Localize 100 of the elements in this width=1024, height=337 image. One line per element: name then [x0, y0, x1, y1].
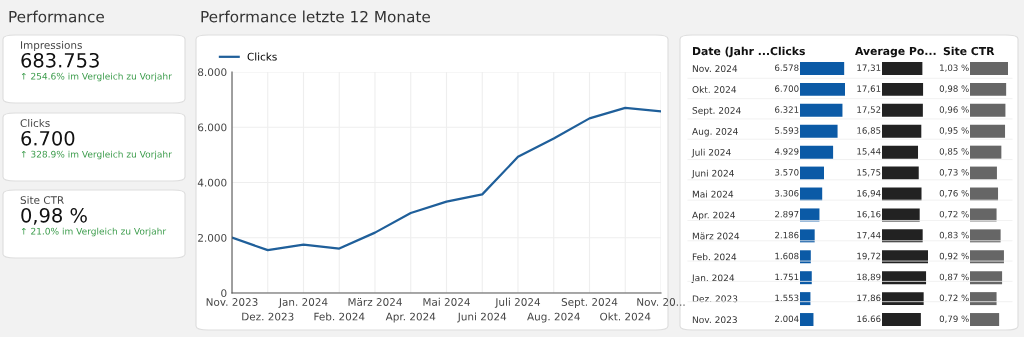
chart-title: Clicks	[770, 46, 805, 56]
y-tick-label: März 2024	[692, 232, 740, 240]
data-label: 0,87 %	[939, 273, 969, 282]
data-label: 0,92 %	[939, 252, 969, 261]
x-tick-label: Apr. 2024	[385, 312, 436, 323]
bar	[800, 208, 820, 222]
text: ↑ 328.9% im Vergleich zu Vorjahr	[21, 150, 172, 160]
data-label: 0,72 %	[939, 294, 969, 302]
x-tick-label: März 2024	[348, 297, 402, 306]
bar	[970, 292, 997, 306]
data-label: 0,72 %	[939, 210, 969, 219]
bar	[882, 187, 922, 201]
x-tick-label: Juli 2024	[494, 297, 541, 308]
bar	[970, 145, 1002, 159]
data-label: 1.553	[775, 294, 799, 302]
bar	[800, 313, 814, 327]
bar	[882, 208, 920, 222]
bar	[882, 292, 924, 306]
text: Clicks	[20, 118, 50, 128]
bar	[882, 61, 923, 75]
x-tick-label: Nov. 2023	[206, 298, 258, 306]
bar	[882, 103, 923, 117]
data-label: 15,75	[857, 169, 881, 177]
x-tick-label: Nov. 20...	[637, 298, 685, 306]
data-label: 4.929	[774, 148, 799, 155]
data-label: 5.593	[775, 127, 799, 134]
bar	[800, 271, 812, 285]
x-tick-label: Jan. 2024	[278, 298, 328, 308]
bar	[882, 166, 919, 180]
bar	[882, 145, 919, 159]
y-tick-label: Okt. 2024	[692, 85, 737, 93]
x-tick-label: Okt. 2024	[600, 312, 651, 321]
data-label: 0,79 %	[939, 315, 969, 323]
data-label: 16,94	[857, 189, 881, 198]
y-tick-label: 4.000	[197, 178, 227, 187]
data-label: 0,85 %	[939, 148, 969, 156]
bar	[800, 166, 824, 180]
x-tick-label: Sept. 2024	[561, 298, 618, 308]
bar	[800, 229, 815, 243]
y-tick-label: 6.000	[198, 123, 227, 132]
data-label: 16.66	[857, 315, 881, 323]
bar	[970, 271, 1003, 285]
text: Impressions	[21, 40, 82, 52]
bar	[882, 229, 923, 243]
bar	[970, 166, 997, 180]
bar	[882, 271, 927, 285]
text: Performance	[9, 10, 104, 23]
bar	[970, 208, 997, 222]
y-tick-label: Aug. 2024	[692, 127, 738, 137]
line-series	[232, 106, 661, 252]
data-label: 17,31	[857, 64, 881, 72]
y-tick-label: Jan. 2024	[691, 274, 735, 283]
data-label: 19,72	[857, 252, 881, 261]
data-label: 6.321	[775, 106, 799, 113]
bar	[970, 61, 1008, 75]
data-label: 17,86	[857, 294, 881, 302]
y-tick-label: 2.000	[198, 233, 227, 242]
data-label: 3.306	[775, 189, 799, 197]
data-label: 17,52	[857, 106, 881, 114]
data-label: 2.004	[775, 315, 799, 323]
bar	[800, 124, 838, 138]
bar	[882, 313, 921, 327]
data-label: 17,61	[857, 85, 881, 93]
bar	[800, 61, 845, 75]
data-label: 0,98 %	[939, 85, 969, 93]
text: Site CTR	[20, 195, 64, 205]
x-tick-label: Dez. 2023	[242, 312, 294, 321]
bar	[970, 229, 1001, 243]
data-label: 18,89	[857, 273, 881, 282]
y-tick-label: Feb. 2024	[692, 253, 737, 261]
bar	[800, 82, 845, 96]
bar	[882, 124, 922, 138]
legend-label: Clicks	[247, 52, 277, 61]
data-label: 16,85	[857, 127, 881, 135]
chart-title: Site CTR	[943, 46, 995, 56]
chart-title: Performance letzte 12 Monate	[201, 10, 431, 23]
data-label: 16,16	[857, 210, 881, 219]
bar	[970, 187, 999, 201]
data-label: 0,73 %	[939, 169, 969, 177]
y-tick-label: 0	[221, 289, 227, 298]
bar	[970, 124, 1006, 138]
y-tick-label: Mai 2024	[692, 190, 734, 198]
text: 6.700	[21, 130, 75, 146]
data-label: 1,03 %	[940, 64, 969, 72]
bar	[970, 82, 1007, 96]
text: 0,98 %	[21, 207, 87, 225]
data-label: 1.608	[775, 252, 799, 260]
data-label: 0,96 %	[939, 106, 969, 114]
y-tick-label: 8.000	[198, 68, 227, 77]
y-axis-title: Date (Jahr ...	[693, 46, 769, 58]
text: ↑ 21.0% im Vergleich zu Vorjahr	[21, 227, 167, 237]
data-label: 1.751	[775, 273, 799, 281]
data-label: 6.700	[775, 85, 799, 92]
data-label: 2.897	[775, 210, 799, 218]
bar	[800, 187, 823, 201]
data-label: 3.570	[775, 169, 799, 176]
bar	[800, 103, 843, 117]
y-tick-label: Nov. 2024	[692, 65, 738, 73]
x-tick-label: Juni 2024	[457, 312, 507, 323]
y-tick-label: Apr. 2024	[692, 211, 735, 221]
